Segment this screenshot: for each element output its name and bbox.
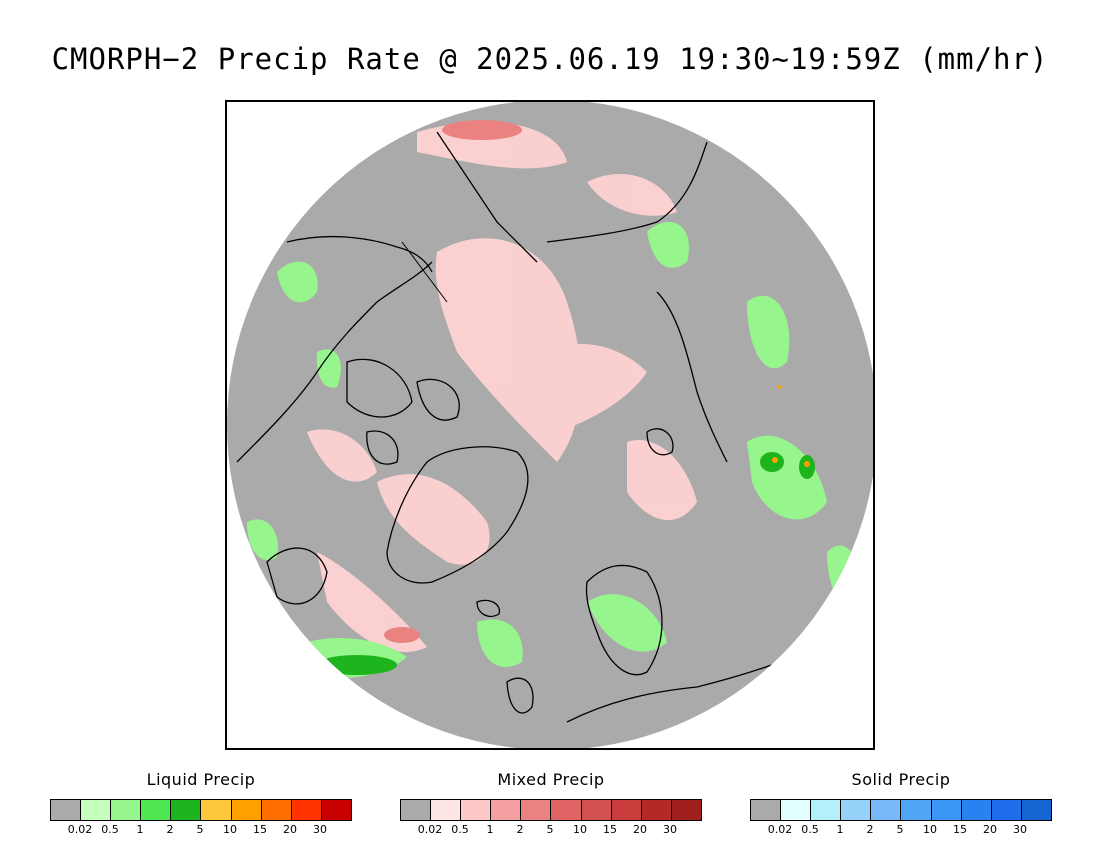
legend-solid-tick: 10 xyxy=(923,823,937,836)
legend-liquid-tick: 0.5 xyxy=(101,823,119,836)
legend-liquid-ticks: 0.02 0.5 1 2 5 10 15 20 30 xyxy=(50,823,350,837)
legend-solid-swatch xyxy=(1021,800,1051,820)
legend-solid-swatch xyxy=(751,800,782,820)
legend-solid-swatch xyxy=(961,800,992,820)
legend-mixed-swatch xyxy=(551,800,582,820)
legend-solid-swatch xyxy=(781,800,812,820)
legend-liquid-swatch xyxy=(81,800,112,820)
legend-liquid-tick: 15 xyxy=(253,823,267,836)
legend-solid-tick: 0.02 xyxy=(767,823,793,836)
legend-mixed-tick: 15 xyxy=(603,823,617,836)
legend-mixed-swatch xyxy=(401,800,432,820)
legend-liquid-bar xyxy=(50,799,352,821)
legend-mixed-tick: 2 xyxy=(516,823,524,836)
legend-mixed: Mixed Precip 0.02 0.5 1 2 5 10 15 20 30 xyxy=(400,770,702,837)
legend-mixed-title: Mixed Precip xyxy=(497,770,605,789)
legend-mixed-swatch xyxy=(461,800,492,820)
map-frame xyxy=(225,100,875,750)
legend-mixed-tick: 0.02 xyxy=(417,823,443,836)
legend-mixed-bar xyxy=(400,799,702,821)
legend-mixed-swatch xyxy=(521,800,552,820)
legend-mixed-swatch xyxy=(671,800,701,820)
legend-solid-swatch xyxy=(931,800,962,820)
legend-liquid-swatch xyxy=(51,800,82,820)
legend-mixed-swatch xyxy=(581,800,612,820)
legend-liquid: Liquid Precip 0.02 0.5 1 2 5 10 15 20 30 xyxy=(50,770,352,837)
legend-solid-title: Solid Precip xyxy=(851,770,951,789)
legend-solid-tick: 1 xyxy=(836,823,844,836)
legend-mixed-swatch xyxy=(491,800,522,820)
legend-solid-tick: 20 xyxy=(983,823,997,836)
legend-liquid-tick: 0.02 xyxy=(67,823,93,836)
legend-mixed-swatch xyxy=(431,800,462,820)
legend-liquid-swatch xyxy=(201,800,232,820)
legend-solid-swatch xyxy=(871,800,902,820)
legend-liquid-tick: 10 xyxy=(223,823,237,836)
legend-solid: Solid Precip 0.02 0.5 1 2 5 10 15 20 30 xyxy=(750,770,1052,837)
legend-solid-ticks: 0.02 0.5 1 2 5 10 15 20 30 xyxy=(750,823,1050,837)
legend-solid-swatch xyxy=(991,800,1022,820)
legend-liquid-swatch xyxy=(111,800,142,820)
map-title: CMORPH−2 Precip Rate @ 2025.06.19 19:30~… xyxy=(51,42,1049,76)
legend-solid-tick: 30 xyxy=(1013,823,1027,836)
legend-liquid-swatch xyxy=(231,800,262,820)
dateline xyxy=(401,241,448,303)
legend-mixed-swatch xyxy=(641,800,672,820)
legend-mixed-tick: 20 xyxy=(633,823,647,836)
legend-mixed-ticks: 0.02 0.5 1 2 5 10 15 20 30 xyxy=(400,823,700,837)
legend-solid-swatch xyxy=(901,800,932,820)
legend-liquid-swatch xyxy=(321,800,351,820)
legend-liquid-swatch xyxy=(291,800,322,820)
legend-liquid-swatch xyxy=(171,800,202,820)
legend-mixed-swatch xyxy=(611,800,642,820)
legend-liquid-tick: 5 xyxy=(196,823,204,836)
legend-solid-tick: 5 xyxy=(896,823,904,836)
legend-liquid-title: Liquid Precip xyxy=(146,770,256,789)
legend-solid-tick: 15 xyxy=(953,823,967,836)
polar-map xyxy=(227,102,873,748)
legend-liquid-swatch xyxy=(261,800,292,820)
mixed-precip-heavy xyxy=(384,120,522,643)
legend-mixed-tick: 5 xyxy=(546,823,554,836)
legend-liquid-tick: 2 xyxy=(166,823,174,836)
legend-mixed-tick: 0.5 xyxy=(451,823,469,836)
legend-liquid-tick: 30 xyxy=(313,823,327,836)
legend-mixed-tick: 10 xyxy=(573,823,587,836)
legend-solid-tick: 0.5 xyxy=(801,823,819,836)
legend-liquid-tick: 1 xyxy=(136,823,144,836)
legend-mixed-tick: 30 xyxy=(663,823,677,836)
legend-liquid-tick: 20 xyxy=(283,823,297,836)
liquid-precip-intense xyxy=(772,385,810,467)
legend-solid-tick: 2 xyxy=(866,823,874,836)
coastlines xyxy=(236,131,828,723)
legend-solid-swatch xyxy=(841,800,872,820)
legend-solid-swatch xyxy=(811,800,842,820)
legend-liquid-swatch xyxy=(141,800,172,820)
legend-mixed-tick: 1 xyxy=(486,823,494,836)
legend-solid-bar xyxy=(750,799,1052,821)
